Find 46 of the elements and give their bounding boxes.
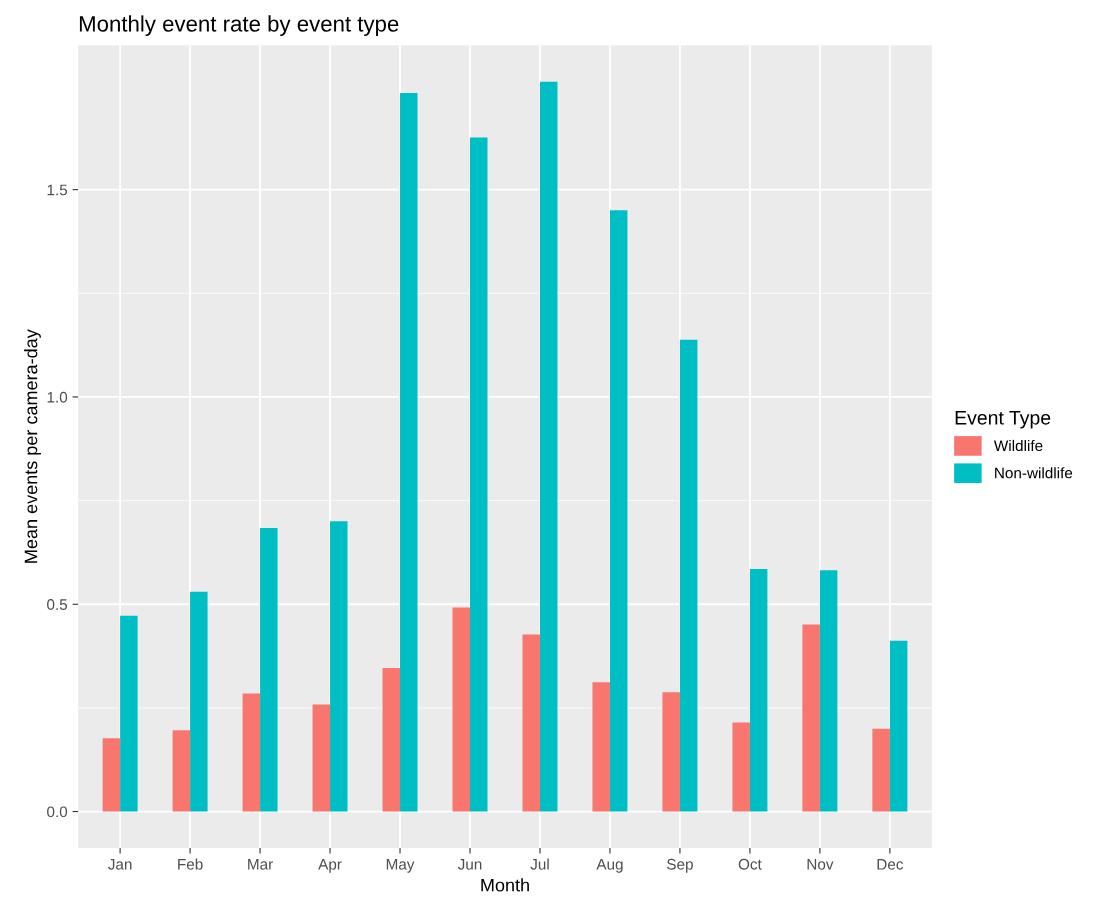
y-axis-title: Mean events per camera-day: [24, 329, 41, 563]
bar: [539, 81, 558, 812]
bar: [522, 634, 540, 812]
bar: [260, 527, 278, 812]
y-tick-label: 1.0: [47, 391, 68, 403]
bar: [382, 668, 401, 812]
x-axis-title: Month: [481, 878, 529, 892]
x-tick-label: Aug: [596, 859, 623, 873]
x-tick-label: Sep: [667, 858, 693, 873]
y-tick-label: 0.5: [47, 599, 68, 610]
x-tick-label: Jan: [108, 859, 132, 870]
bar: [592, 682, 610, 812]
y-tick-label: 1.5: [47, 184, 68, 196]
x-tick-label: Mar: [248, 859, 273, 870]
legend-label: Non-wildlife: [995, 467, 1073, 479]
x-tick-label: Jun: [457, 859, 482, 870]
bar: [662, 692, 680, 812]
bar: [312, 704, 331, 812]
bar: [802, 624, 820, 812]
x-tick-label: Jul: [530, 858, 549, 870]
x-tick-label: Dec: [877, 859, 904, 870]
chart-title: Monthly event rate by event type: [79, 15, 399, 37]
bar: [732, 722, 750, 812]
bar: [330, 521, 348, 812]
bar: [190, 591, 208, 812]
bar: [120, 615, 138, 812]
legend-title: Event Type: [955, 411, 1051, 429]
x-tick-label: Nov: [807, 859, 834, 870]
bar: [102, 738, 121, 812]
bar: [400, 93, 418, 812]
bar: [452, 607, 470, 812]
bar: [172, 730, 191, 812]
bar: [889, 640, 908, 812]
bar: [872, 728, 890, 812]
x-tick-label: May: [386, 859, 415, 873]
x-tick-label: Apr: [318, 859, 342, 873]
bar: [609, 210, 628, 812]
bar: [679, 339, 698, 812]
x-tick-label: Oct: [738, 858, 762, 870]
bar: [749, 569, 768, 812]
bar: [470, 137, 488, 812]
bar: [242, 693, 261, 812]
y-tick-label: 0.0: [47, 806, 68, 818]
legend-label: Wildlife: [993, 439, 1043, 452]
bar: [819, 570, 838, 812]
x-tick-label: Feb: [178, 858, 203, 870]
